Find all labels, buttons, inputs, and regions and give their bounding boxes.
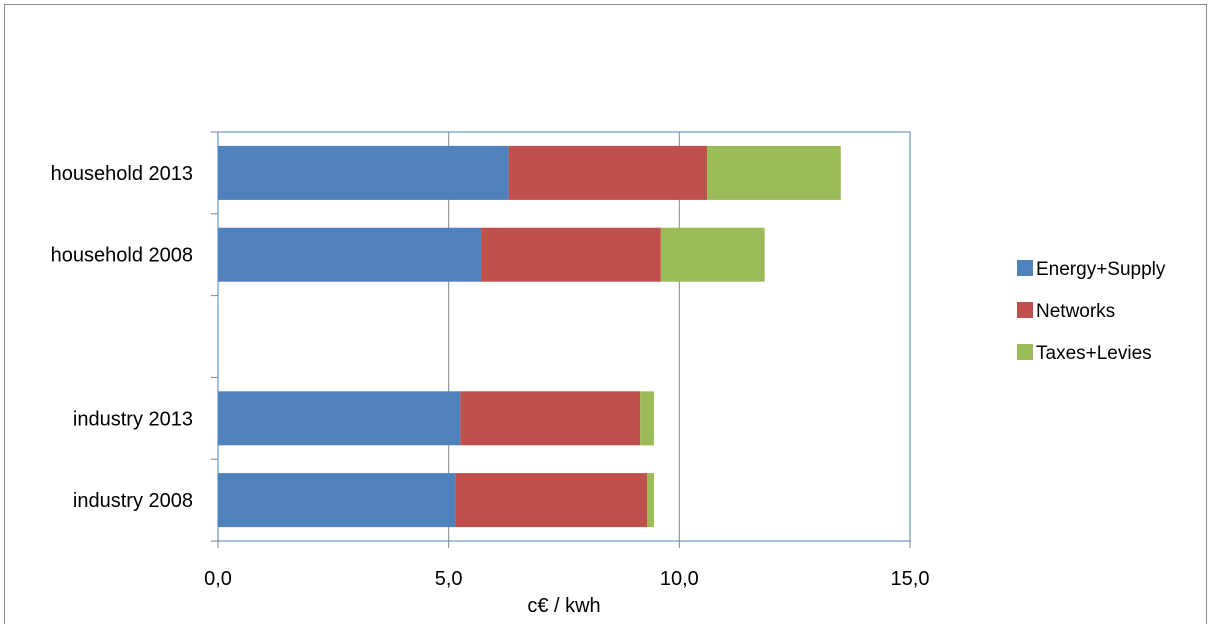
category-label: industry 2008	[73, 490, 193, 512]
x-tick-label: 0,0	[204, 568, 232, 590]
bar-energy-supply-0	[218, 145, 509, 200]
x-tick-label: 15,0	[891, 568, 930, 590]
bar-energy-supply-1	[218, 227, 481, 282]
bar-taxes-levies-4	[647, 473, 654, 528]
legend-label: Networks	[1036, 301, 1115, 322]
category-label: household 2008	[51, 245, 193, 267]
x-tick-labels: 0,0 5,0 10,0 15,0	[204, 568, 929, 590]
bar-networks-3	[460, 391, 641, 446]
x-tick-label: 10,0	[660, 568, 699, 590]
legend-swatch-2	[1017, 344, 1033, 360]
x-tick-label: 5,0	[435, 568, 463, 590]
bar-networks-1	[480, 227, 661, 282]
legend-label: Taxes+Levies	[1036, 343, 1152, 364]
bars	[218, 145, 841, 528]
bar-energy-supply-3	[218, 391, 461, 446]
category-label: household 2013	[51, 163, 193, 185]
legend-swatch-0	[1017, 260, 1033, 276]
x-axis-title: c€ / kwh	[527, 595, 600, 617]
y-axis-ticks	[211, 131, 911, 548]
category-label: industry 2013	[73, 408, 193, 430]
legend-swatch-1	[1017, 302, 1033, 318]
category-labels: household 2013 household 2008 industry 201…	[51, 163, 193, 512]
bar-energy-supply-4	[218, 473, 456, 528]
legend-label: Energy+Supply	[1036, 259, 1166, 280]
bar-taxes-levies-0	[707, 145, 841, 200]
plot-area-border	[217, 131, 911, 542]
bar-taxes-levies-3	[640, 391, 654, 446]
bar-networks-4	[455, 473, 648, 528]
bar-taxes-levies-1	[660, 227, 765, 282]
legend: Energy+Supply Networks Taxes+Levies	[1017, 259, 1166, 364]
bar-networks-0	[508, 145, 708, 200]
